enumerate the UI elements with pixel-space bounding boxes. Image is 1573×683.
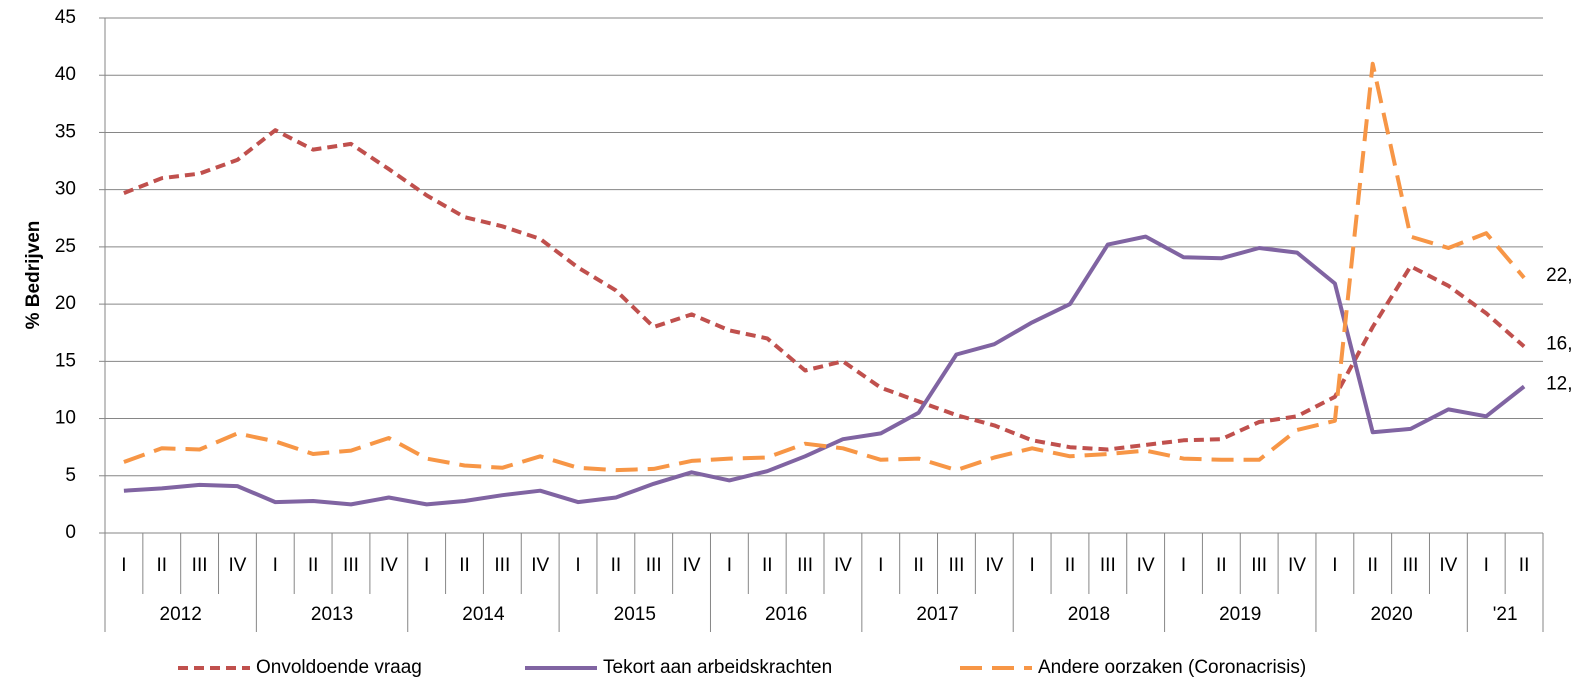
x-group-label: 2019 [1219,604,1261,625]
x-tick-label: I [575,555,580,576]
data-label: 22,3 [1546,265,1573,286]
x-group-label: '21 [1493,604,1518,625]
x-tick-label: II [1519,555,1530,576]
y-axis-label: % Bedrijven [23,221,44,330]
x-tick-label: III [1403,555,1419,576]
x-tick-label: I [1484,555,1489,576]
x-tick-label: II [762,555,773,576]
x-tick-label: IV [683,555,701,576]
x-tick-label: III [192,555,208,576]
x-tick-label: IV [1439,555,1457,576]
series-line [123,61,1526,473]
legend-label: Tekort aan arbeidskrachten [603,657,832,678]
x-group-label: 2015 [614,604,656,625]
x-tick-label: III [494,555,510,576]
y-tick-label: 20 [55,293,76,314]
x-tick-label: IV [1288,555,1306,576]
y-tick-label: 40 [55,64,76,85]
x-tick-label: IV [1137,555,1155,576]
x-tick-label: III [343,555,359,576]
x-tick-label: II [611,555,622,576]
x-tick-label: I [273,555,278,576]
x-tick-label: IV [380,555,398,576]
x-group-label: 2018 [1068,604,1110,625]
legend-label: Onvoldoende vraag [256,657,422,678]
y-tick-label: 25 [55,236,76,257]
x-tick-label: III [949,555,965,576]
x-tick-label: I [878,555,883,576]
series-line [123,234,1526,507]
x-group-label: 2017 [916,604,958,625]
x-tick-label: II [308,555,319,576]
data-label: 12,8 [1546,374,1573,395]
y-tick-label: 15 [55,350,76,371]
x-tick-label: IV [834,555,852,576]
series-line [123,128,1526,452]
y-tick-label: 35 [55,121,76,142]
x-group-label: 2020 [1370,604,1412,625]
x-group-label: 2013 [311,604,353,625]
x-tick-label: I [1332,555,1337,576]
x-tick-label: III [797,555,813,576]
y-tick-label: 5 [65,465,76,486]
x-tick-label: II [459,555,470,576]
x-tick-label: III [646,555,662,576]
x-tick-label: IV [228,555,246,576]
x-tick-label: II [156,555,167,576]
x-tick-label: II [913,555,924,576]
y-tick-label: 45 [55,7,76,28]
y-tick-label: 0 [65,522,76,543]
x-group-label: 2012 [160,604,202,625]
x-tick-label: III [1100,555,1116,576]
data-label: 16,3 [1546,333,1573,354]
x-tick-label: II [1216,555,1227,576]
x-group-label: 2014 [462,604,505,625]
x-tick-label: II [1367,555,1378,576]
x-tick-label: IV [985,555,1003,576]
y-tick-label: 10 [55,408,76,429]
x-tick-label: I [121,555,126,576]
y-tick-label: 30 [55,179,76,200]
x-tick-label: I [424,555,429,576]
x-group-label: 2016 [765,604,807,625]
x-tick-label: I [727,555,732,576]
x-tick-label: IV [531,555,549,576]
x-tick-label: I [1181,555,1186,576]
x-tick-label: I [1029,555,1034,576]
legend-label: Andere oorzaken (Coronacrisis) [1038,657,1306,678]
x-tick-label: II [1065,555,1076,576]
x-tick-label: III [1251,555,1267,576]
